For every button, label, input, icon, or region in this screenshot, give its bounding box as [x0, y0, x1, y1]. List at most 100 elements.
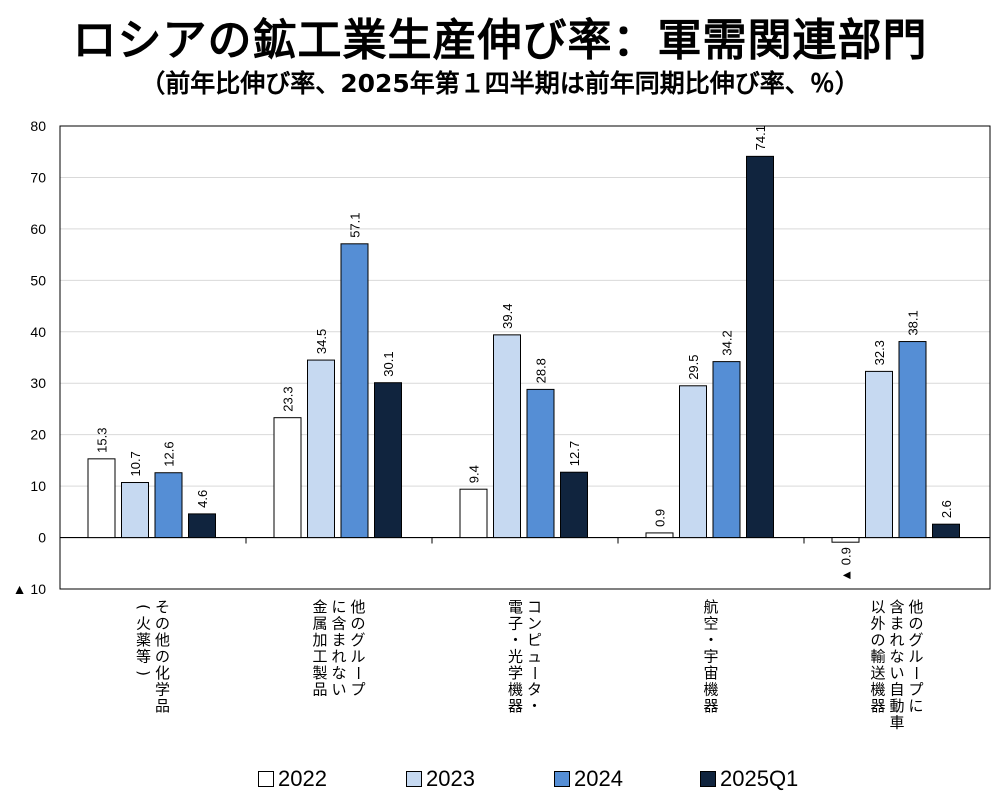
y-tick-label: 70: [30, 169, 46, 185]
legend: 2022 2023 2024 2025Q1: [0, 766, 1000, 796]
category-label-char: 器: [703, 697, 718, 715]
category-label-char: 光: [508, 648, 523, 666]
category-label-char: な: [889, 648, 904, 666]
category-label-char: 品: [155, 697, 170, 715]
data-label: 74.1: [753, 125, 768, 150]
category-label-char: 電: [508, 598, 523, 616]
data-label: 12.7: [567, 441, 582, 466]
category-label-char: に: [908, 697, 923, 715]
category-label-char: い: [331, 681, 346, 699]
category-label-char: 輸: [870, 648, 885, 666]
y-tick-label: 30: [30, 375, 46, 391]
category-label-char: 化: [155, 664, 170, 682]
legend-item-2022: 2022: [258, 766, 327, 792]
bar-2023-2: [307, 359, 335, 539]
plot-frame: [59, 125, 991, 590]
category-label-char: ): [135, 670, 153, 676]
category-label-char: ー: [907, 665, 925, 680]
category-label-char: に: [331, 598, 346, 616]
data-label: 32.3: [872, 340, 887, 365]
data-label: 15.3: [95, 428, 110, 453]
gridlines: [60, 125, 990, 487]
category-label-char: い: [889, 664, 904, 682]
legend-swatch-2023: [406, 771, 422, 787]
data-label: 2.6: [939, 500, 954, 518]
category-label-char: 学: [155, 681, 170, 699]
category-label-char: グ: [908, 631, 923, 649]
data-label: 9.4: [467, 465, 482, 483]
data-label: 34.2: [720, 330, 735, 355]
category-label-char: 金: [312, 598, 327, 616]
category-label-char: 以: [870, 598, 885, 616]
bar-2024-2: [340, 243, 369, 539]
data-label: 4.6: [195, 490, 210, 508]
category-label-char: 動: [889, 697, 904, 715]
category-label-char: 航: [703, 598, 718, 616]
category-label-char: れ: [331, 648, 346, 666]
category-label-char: 製: [312, 664, 327, 682]
bar-2025q1-1: [188, 513, 216, 539]
category-label-char: 品: [312, 681, 327, 699]
y-tick-label: 50: [30, 272, 46, 288]
bar-2024-3: [526, 388, 555, 539]
category-label-char: 含: [331, 615, 346, 633]
category-label-char: の: [155, 648, 170, 666]
bars: [87, 155, 960, 543]
category-label-char: そ: [155, 598, 170, 616]
category-label-char: 等: [136, 648, 151, 666]
chart-title: ロシアの鉱工業生産伸び率：軍需関連部門: [72, 15, 928, 66]
bar-2024-4: [712, 361, 741, 539]
category-label-char: 器: [870, 697, 885, 715]
data-label: 10.7: [128, 451, 143, 476]
legend-swatch-2025q1: [700, 771, 716, 787]
data-label: 38.1: [906, 310, 921, 335]
category-label-char: ま: [331, 631, 346, 649]
legend-swatch-2024: [554, 771, 570, 787]
y-tick-label: 80: [30, 118, 46, 134]
category-label-char: の: [350, 615, 365, 633]
y-tick-label: 20: [30, 427, 46, 443]
y-tick-label: 10: [30, 478, 46, 494]
bar-2022-5: [831, 537, 860, 543]
category-label-char: 他: [350, 598, 365, 616]
legend-swatch-2022: [258, 771, 274, 787]
bar-2023-5: [865, 370, 893, 539]
category-label-char: 機: [870, 681, 885, 699]
bar-2023-1: [121, 482, 149, 539]
category-label-char: ・: [508, 631, 523, 649]
category-label-char: 自: [889, 681, 904, 699]
category-label-char: れ: [889, 631, 904, 649]
legend-label-2024: 2024: [574, 766, 623, 791]
category-label-char: 宇: [703, 648, 718, 666]
data-label: 30.1: [381, 351, 396, 376]
category-label-char: ピ: [527, 631, 542, 649]
legend-label-2022: 2022: [278, 766, 327, 791]
category-label-char: の: [155, 615, 170, 633]
category-label-char: な: [331, 664, 346, 682]
category-label-char: 機: [508, 681, 523, 699]
legend-label-2025q1: 2025Q1: [720, 766, 799, 791]
category-label-char: ・: [703, 631, 718, 649]
bar-2023-4: [679, 385, 707, 539]
category-label-char: タ: [527, 681, 542, 699]
category-label-char: 学: [508, 664, 523, 682]
data-label: ▲ 0.9: [839, 547, 854, 582]
category-label-char: の: [908, 615, 923, 633]
category-label-char: ル: [350, 648, 365, 666]
category-label-char: 送: [870, 664, 885, 682]
bar-2022-1: [87, 458, 116, 539]
category-label-char: 宙: [703, 664, 718, 682]
category-label-char: 加: [312, 631, 327, 649]
category-label-char: ル: [908, 648, 923, 666]
category-labels: その他の化学品(火薬等)他のグループに含まれない金属加工製品コンピュータ・電子・…: [135, 598, 926, 732]
category-label-char: 属: [312, 615, 327, 633]
data-label: 39.4: [500, 304, 515, 329]
category-label-char: 火: [136, 615, 151, 633]
category-label-char: 他: [155, 631, 170, 649]
bar-2024-5: [898, 341, 927, 539]
category-label-char: ー: [526, 665, 544, 680]
bar-2025q1-5: [932, 523, 960, 539]
category-label-char: (: [135, 604, 153, 610]
axes: 80 70 60 50 40 30 20 10 0 ▲ 10: [13, 118, 991, 597]
category-label-char: グ: [350, 631, 365, 649]
